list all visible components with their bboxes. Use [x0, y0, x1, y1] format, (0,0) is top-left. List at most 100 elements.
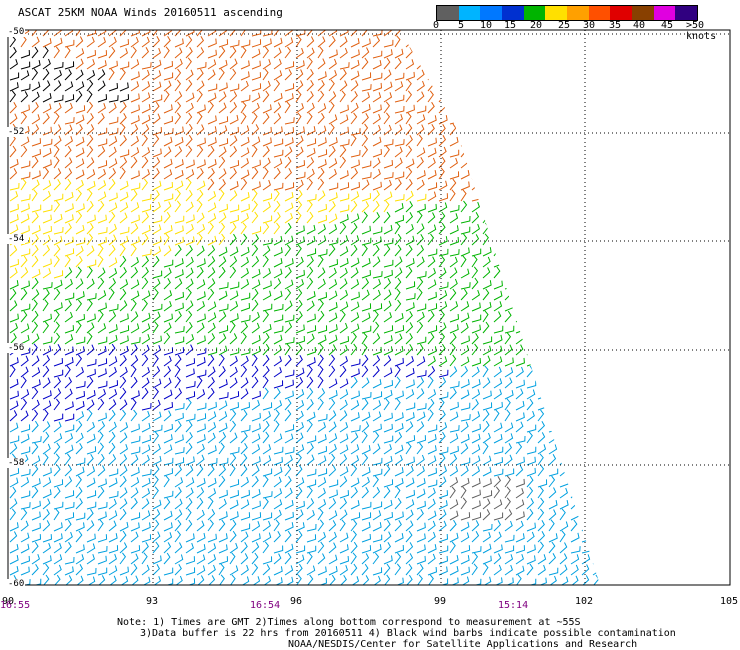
wind-barb	[306, 102, 315, 114]
wind-barb	[427, 445, 437, 455]
wind-barb	[251, 102, 260, 114]
wind-barb	[229, 355, 238, 367]
wind-barb	[130, 390, 140, 400]
wind-barb	[229, 453, 237, 466]
wind-barb	[218, 168, 227, 180]
wind-barb	[350, 149, 361, 158]
wind-barb	[372, 136, 382, 147]
wind-barb	[471, 389, 481, 400]
wind-barb	[438, 222, 446, 235]
wind-barb	[350, 455, 360, 466]
wind-barb	[339, 289, 348, 301]
wind-barb	[20, 468, 31, 477]
wind-barb	[339, 80, 348, 92]
wind-barb	[306, 211, 314, 224]
wind-barb	[372, 226, 383, 235]
wind-barb	[240, 332, 247, 345]
wind-barb	[240, 30, 247, 37]
wind-barb	[163, 46, 170, 59]
wind-barb	[240, 512, 251, 521]
wind-barb	[295, 269, 305, 279]
wind-barb	[350, 134, 357, 147]
wind-barb	[416, 435, 427, 444]
wind-barb	[163, 389, 173, 400]
wind-barb	[130, 563, 138, 576]
wind-barb	[317, 112, 325, 125]
wind-barb	[350, 323, 360, 334]
wind-barb	[339, 498, 348, 510]
wind-barb	[218, 116, 229, 125]
wind-barb	[196, 443, 205, 455]
wind-barb	[229, 146, 238, 158]
wind-barb	[438, 180, 448, 191]
wind-barb	[361, 211, 368, 224]
wind-barb	[185, 288, 192, 301]
wind-barb	[229, 114, 239, 125]
wind-barb	[31, 333, 40, 345]
wind-barb	[339, 246, 349, 257]
wind-barb	[42, 443, 51, 455]
wind-barb	[196, 124, 205, 136]
wind-barb	[361, 303, 372, 312]
wind-barb	[405, 389, 415, 400]
wind-barb	[196, 322, 205, 334]
wind-barb	[284, 46, 292, 59]
wind-barb	[394, 345, 404, 356]
wind-barb	[97, 112, 105, 125]
wind-barb	[218, 345, 228, 356]
wind-barb	[405, 190, 414, 202]
wind-barb	[174, 465, 183, 477]
wind-barb	[42, 345, 52, 356]
wind-barb	[119, 313, 129, 323]
wind-barb	[251, 433, 261, 444]
wind-barb	[306, 68, 314, 81]
wind-barb	[449, 189, 456, 202]
wind-barb	[97, 69, 106, 81]
wind-barb	[372, 189, 380, 202]
wind-barb	[53, 453, 60, 466]
wind-barb	[119, 521, 129, 532]
wind-barb	[537, 464, 545, 477]
wind-barb	[130, 311, 139, 323]
wind-barb	[53, 413, 64, 422]
wind-barb	[427, 191, 437, 202]
wind-barb	[86, 332, 93, 345]
wind-barb	[504, 443, 513, 455]
wind-barb	[372, 443, 381, 455]
legend-label-25: 25	[558, 20, 571, 31]
wind-barb	[108, 520, 117, 532]
wind-barb	[427, 409, 434, 422]
wind-barb	[493, 301, 503, 312]
wind-barb	[405, 489, 416, 499]
wind-barb	[449, 123, 457, 136]
wind-barb	[361, 269, 372, 279]
wind-barb	[295, 554, 305, 565]
wind-barb	[350, 159, 360, 169]
wind-barb	[449, 354, 457, 367]
wind-barb	[207, 497, 214, 510]
wind-barb	[75, 299, 83, 312]
wind-barb	[306, 523, 317, 532]
wind-barb	[339, 519, 346, 532]
wind-barb	[152, 134, 160, 147]
wind-barb	[185, 236, 195, 246]
wind-barb	[240, 94, 251, 103]
wind-barb	[372, 82, 383, 92]
wind-barb	[119, 279, 129, 290]
wind-barb	[262, 343, 270, 356]
wind-barb	[339, 310, 346, 323]
wind-barb	[350, 519, 358, 532]
wind-barb	[339, 30, 349, 37]
wind-barb	[218, 365, 226, 378]
wind-barb	[317, 519, 325, 532]
wind-barb	[251, 268, 261, 279]
wind-barb	[295, 135, 304, 147]
wind-barb	[262, 245, 271, 257]
wind-barb	[174, 269, 184, 279]
wind-barb	[152, 201, 161, 213]
wind-barb	[394, 544, 405, 554]
wind-barb	[86, 214, 96, 224]
wind-barb	[9, 498, 18, 510]
wind-barb	[262, 280, 272, 290]
